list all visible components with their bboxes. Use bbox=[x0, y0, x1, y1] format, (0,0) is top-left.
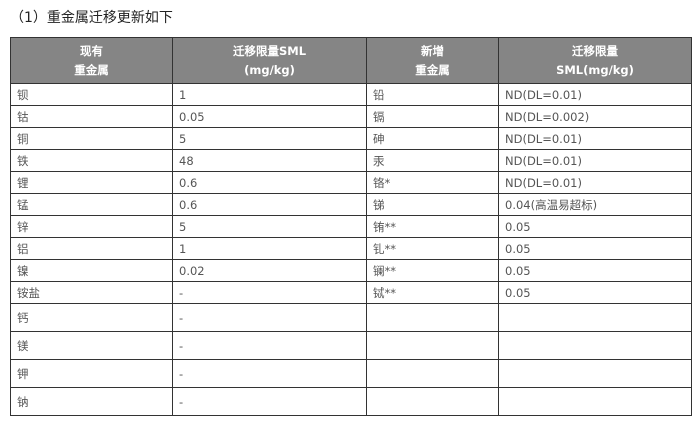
table-cell: 汞 bbox=[366, 149, 499, 172]
table-cell: 钴 bbox=[10, 105, 173, 128]
table-cell: 镧** bbox=[366, 259, 499, 282]
table-cell bbox=[498, 387, 692, 416]
column-header: 迁移限量SML (mg/kg) bbox=[172, 37, 367, 84]
table-row: 铝 1 钆** 0.05 bbox=[10, 237, 692, 260]
table-row: 钾- bbox=[10, 359, 692, 388]
table-cell: 锌 bbox=[10, 215, 173, 238]
column-header-line: 重金属 bbox=[74, 62, 109, 77]
table-cell bbox=[366, 387, 499, 416]
table-cell: ND(DL=0.01) bbox=[498, 127, 692, 150]
table-cell: - bbox=[172, 331, 367, 360]
table-cell: 铕** bbox=[366, 215, 499, 238]
table-cell: 48 bbox=[172, 149, 367, 172]
table-cell: 铵盐 bbox=[10, 281, 173, 304]
table-row: 锂 0.6 铬* ND(DL=0.01) bbox=[10, 171, 692, 194]
table-row: 锰 0.6 锑 0.04(高温易超标) bbox=[10, 193, 692, 216]
table-row: 铜 5 砷 ND(DL=0.01) bbox=[10, 127, 692, 150]
table-row: 铵盐 - 铽** 0.05 bbox=[10, 281, 692, 304]
table-row: 钠- bbox=[10, 387, 692, 416]
table-cell: 锰 bbox=[10, 193, 173, 216]
table-cell: 0.05 bbox=[498, 237, 692, 260]
table-cell: 钠 bbox=[10, 387, 173, 416]
table-cell: - bbox=[172, 303, 367, 332]
table-cell bbox=[366, 303, 499, 332]
table-cell: 锂 bbox=[10, 171, 173, 194]
table-cell: 1 bbox=[172, 83, 367, 106]
table-cell: 锑 bbox=[366, 193, 499, 216]
table-cell bbox=[498, 303, 692, 332]
table-cell: 钙 bbox=[10, 303, 173, 332]
column-header-line: (mg/kg) bbox=[244, 62, 295, 77]
table-cell: 镁 bbox=[10, 331, 173, 360]
table-cell: 0.05 bbox=[172, 105, 367, 128]
table-cell bbox=[498, 331, 692, 360]
table-cell: 砷 bbox=[366, 127, 499, 150]
column-header: 现有 重金属 bbox=[10, 37, 173, 84]
table-row: 钴 0.05 镉 ND(DL=0.002) bbox=[10, 105, 692, 128]
table-cell: 镉 bbox=[366, 105, 499, 128]
table-cell: ND(DL=0.01) bbox=[498, 83, 692, 106]
table-cell: 0.02 bbox=[172, 259, 367, 282]
table-cell: 铁 bbox=[10, 149, 173, 172]
column-header-line: 现有 bbox=[80, 43, 103, 58]
table-cell: 5 bbox=[172, 127, 367, 150]
table-cell: ND(DL=0.002) bbox=[498, 105, 692, 128]
table-row: 钙- bbox=[10, 303, 692, 332]
table-cell: 铽** bbox=[366, 281, 499, 304]
column-header-line: 迁移限量SML bbox=[232, 43, 307, 58]
table-cell bbox=[498, 359, 692, 388]
table-cell: 0.05 bbox=[498, 259, 692, 282]
column-header-line: 重金属 bbox=[415, 62, 450, 77]
table-cell: 0.04(高温易超标) bbox=[498, 193, 692, 216]
table-cell: 铅 bbox=[366, 83, 499, 106]
heavy-metal-table: 现有 重金属 迁移限量SML (mg/kg) 新增 重金属 迁移限量 SML(mg/kg) 钡… bbox=[10, 37, 692, 416]
table-cell: 5 bbox=[172, 215, 367, 238]
table-row: 锌 5 铕** 0.05 bbox=[10, 215, 692, 238]
table-cell: 0.6 bbox=[172, 171, 367, 194]
table-cell: 铝 bbox=[10, 237, 173, 260]
table-header: 现有 重金属 迁移限量SML (mg/kg) 新增 重金属 迁移限量 SML(mg/kg) bbox=[10, 37, 692, 84]
table-cell: 铬* bbox=[366, 171, 499, 194]
table-cell: ND(DL=0.01) bbox=[498, 149, 692, 172]
table-cell: 钾 bbox=[10, 359, 173, 388]
column-header: 新增 重金属 bbox=[366, 37, 499, 84]
table-cell: 钡 bbox=[10, 83, 173, 106]
table-row: 镍 0.02 镧** 0.05 bbox=[10, 259, 692, 282]
column-header-line: 新增 bbox=[421, 43, 444, 58]
column-header: 迁移限量 SML(mg/kg) bbox=[498, 37, 692, 84]
table-row: 铁 48 汞 ND(DL=0.01) bbox=[10, 149, 692, 172]
table-cell: 0.05 bbox=[498, 281, 692, 304]
table-cell: - bbox=[172, 281, 367, 304]
table-cell: 镍 bbox=[10, 259, 173, 282]
column-header-line: 迁移限量 bbox=[572, 43, 618, 58]
table-cell: - bbox=[172, 387, 367, 416]
column-header-line: SML(mg/kg) bbox=[556, 62, 634, 77]
table-row: 钡 1 铅 ND(DL=0.01) bbox=[10, 83, 692, 106]
table-cell: ND(DL=0.01) bbox=[498, 171, 692, 194]
table-cell bbox=[366, 359, 499, 388]
table-row: 镁- bbox=[10, 331, 692, 360]
table-cell: 0.6 bbox=[172, 193, 367, 216]
table-cell: 0.05 bbox=[498, 215, 692, 238]
table-cell: - bbox=[172, 359, 367, 388]
table-cell: 钆** bbox=[366, 237, 499, 260]
table-cell bbox=[366, 331, 499, 360]
section-title: （1）重金属迁移更新如下 bbox=[10, 10, 173, 26]
table-cell: 1 bbox=[172, 237, 367, 260]
table-cell: 铜 bbox=[10, 127, 173, 150]
